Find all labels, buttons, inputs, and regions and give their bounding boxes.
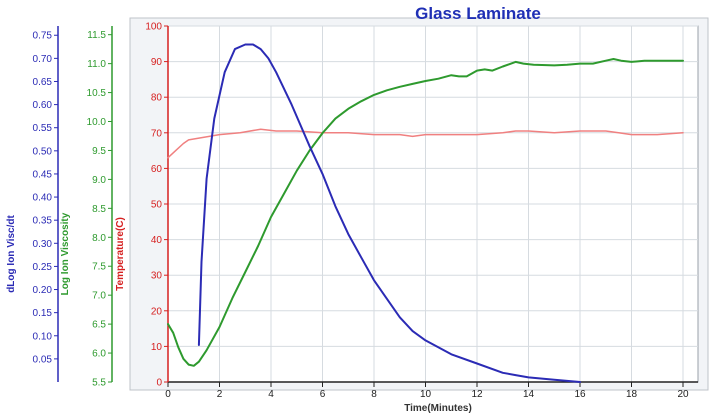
temp-tick-label: 70 <box>151 128 163 139</box>
x-tick-label: 10 <box>420 389 432 400</box>
x-tick-label: 20 <box>677 389 689 400</box>
dlog-axis-title: dLog Ion Visc/dt <box>6 215 17 293</box>
logvisc-tick-label: 6.0 <box>92 349 106 360</box>
temp-tick-label: 20 <box>151 306 163 317</box>
dlog-tick-label: 0.15 <box>33 308 53 319</box>
dlog-tick-label: 0.30 <box>33 239 53 250</box>
temp-tick-label: 10 <box>151 342 163 353</box>
dlog-tick-label: 0.65 <box>33 77 53 88</box>
logvisc-tick-label: 11.5 <box>87 30 106 41</box>
dlog-tick-label: 0.50 <box>33 146 53 157</box>
temp-tick-label: 60 <box>151 164 163 175</box>
dlog-tick-label: 0.55 <box>33 123 53 134</box>
logvisc-tick-label: 8.5 <box>92 204 106 215</box>
x-tick-label: 4 <box>268 389 274 400</box>
dlog-tick-label: 0.40 <box>33 193 53 204</box>
x-tick-label: 16 <box>574 389 586 400</box>
temp-tick-label: 90 <box>151 57 163 68</box>
logvisc-tick-label: 6.5 <box>92 320 106 331</box>
logvisc-tick-label: 9.5 <box>92 146 106 157</box>
dlog-tick-label: 0.35 <box>33 216 53 227</box>
x-tick-label: 14 <box>523 389 535 400</box>
series-line-temp <box>167 128 684 159</box>
dlog-tick-label: 0.70 <box>33 54 53 65</box>
dlog-tick-label: 0.75 <box>33 31 53 42</box>
logvisc-tick-label: 8.0 <box>92 233 106 244</box>
logvisc-tick-label: 7.5 <box>92 262 106 273</box>
logvisc-tick-label: 9.0 <box>92 175 106 186</box>
logvisc-axis-title: Log Ion Viscosity <box>60 212 71 295</box>
temp-tick-label: 100 <box>145 22 162 33</box>
chart-title: Glass Laminate <box>415 4 541 23</box>
temp-tick-label: 40 <box>151 235 163 246</box>
dlog-tick-label: 0.20 <box>33 285 53 296</box>
grid <box>167 25 698 383</box>
temp-tick-label: 30 <box>151 271 163 282</box>
x-tick-label: 2 <box>217 389 223 400</box>
temp-tick-label: 0 <box>156 378 162 389</box>
x-tick-label: 18 <box>626 389 638 400</box>
logvisc-tick-label: 10.0 <box>87 117 107 128</box>
logvisc-tick-label: 7.0 <box>92 291 106 302</box>
x-tick-label: 6 <box>320 389 326 400</box>
temp-tick-label: 80 <box>151 93 163 104</box>
dlog-tick-label: 0.25 <box>33 262 53 273</box>
series-line-dlog <box>197 43 581 383</box>
x-axis-title: Time(Minutes) <box>404 403 472 414</box>
dlog-tick-label: 0.05 <box>33 354 53 365</box>
temp-tick-label: 50 <box>151 200 163 211</box>
x-tick-label: 8 <box>371 389 377 400</box>
series-line-logvisc <box>167 58 684 367</box>
logvisc-tick-label: 11.0 <box>87 59 106 70</box>
series <box>167 43 684 383</box>
temp-axis-title: Temperature(C) <box>115 217 126 291</box>
axes: 0 2 4 6 8 10 12 14 16 18 20 0.05 0.10 0.15 0.20 0.25 0.3… <box>6 22 698 400</box>
logvisc-tick-label: 5.5 <box>92 378 106 389</box>
dlog-tick-label: 0.60 <box>33 100 53 111</box>
x-tick-label: 0 <box>165 389 171 400</box>
x-tick-label: 12 <box>471 389 483 400</box>
logvisc-tick-label: 10.5 <box>87 88 107 99</box>
dlog-tick-label: 0.10 <box>33 331 53 342</box>
dlog-tick-label: 0.45 <box>33 169 53 180</box>
